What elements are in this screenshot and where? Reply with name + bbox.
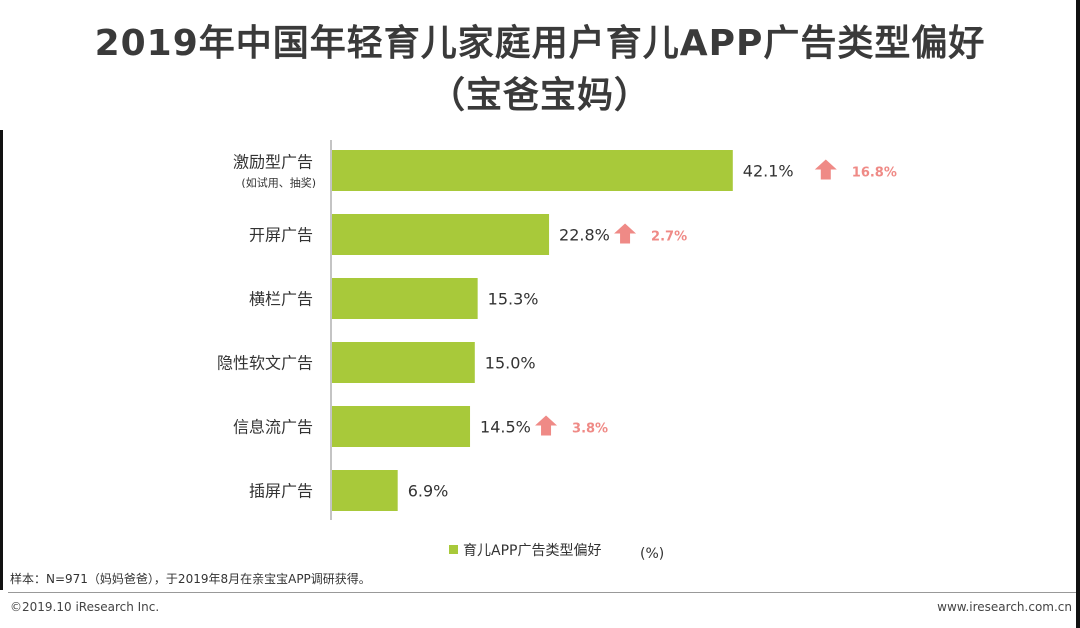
category-label-5: 插屏广告: [249, 482, 313, 501]
legend-label: 育儿APP广告类型偏好: [463, 543, 601, 559]
value-label-0: 42.1%: [743, 162, 794, 181]
chart-title-line-1: 2019年中国年轻育儿家庭用户育儿APP广告类型偏好: [94, 23, 986, 64]
category-label-4: 信息流广告: [233, 418, 313, 437]
value-label-3: 15.0%: [485, 354, 536, 373]
delta-label-0: 16.8%: [852, 166, 897, 181]
bar-0: [332, 150, 733, 191]
category-label-3: 隐性软文广告: [217, 354, 313, 373]
up-arrow-icon: [814, 159, 837, 180]
value-label-2: 15.3%: [488, 290, 539, 309]
up-arrow-icon: [535, 415, 558, 436]
sample-footnote: 样本：N=971（妈妈爸爸），于2019年8月在亲宝宝APP调研获得。: [10, 572, 371, 586]
category-label-2: 横栏广告: [249, 290, 313, 309]
bar-4: [332, 406, 471, 447]
legend-unit: (%): [640, 546, 664, 562]
legend-swatch: [449, 545, 458, 554]
footer-divider: [8, 592, 1076, 593]
category-label-1: 开屏广告: [249, 226, 313, 245]
category-label-0: 激励型广告: [233, 153, 313, 172]
bar-5: [332, 470, 398, 511]
value-label-1: 22.8%: [559, 226, 610, 245]
copyright-text: ©2019.10 iResearch Inc.: [10, 600, 160, 614]
chart-title-line-2: （宝爸宝妈）: [428, 75, 651, 116]
delta-label-1: 2.7%: [651, 230, 687, 245]
right-edge-bar: [1076, 0, 1080, 628]
bar-2: [332, 278, 478, 319]
up-arrow-icon: [614, 223, 637, 244]
bar-1: [332, 214, 550, 255]
delta-label-4: 3.8%: [572, 422, 608, 437]
value-label-4: 14.5%: [480, 418, 531, 437]
left-edge-bar: [0, 130, 3, 590]
website-link[interactable]: www.iresearch.com.cn: [937, 600, 1072, 614]
category-note-0: (如试用、抽奖): [241, 176, 316, 190]
value-label-5: 6.9%: [408, 482, 449, 501]
bar-3: [332, 342, 475, 383]
